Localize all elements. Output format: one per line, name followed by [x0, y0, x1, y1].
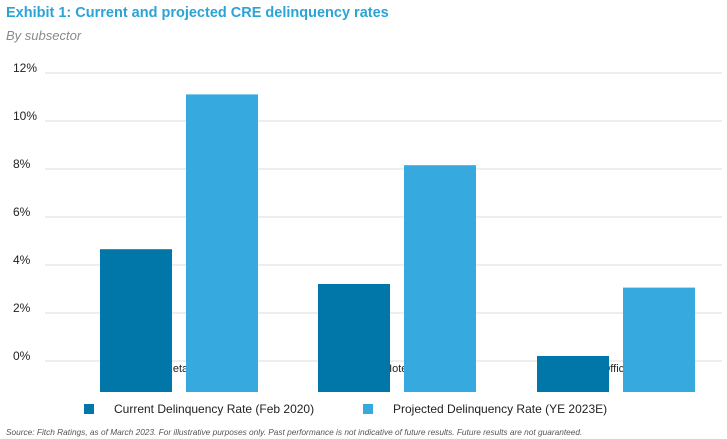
- chart-subtitle: By subsector: [6, 28, 82, 43]
- bar-hotel-projected: [404, 165, 476, 392]
- bar-chart: 12%10%8%6%4%2%0% Retail Hotel Office: [13, 61, 722, 393]
- y-tick-label: 12%: [13, 61, 37, 75]
- category-label: Hotel: [384, 363, 410, 375]
- legend-item-projected: Projected Delinquency Rate (YE 2023E): [363, 402, 607, 416]
- bar-hotel-current: [318, 284, 390, 392]
- legend-label-projected: Projected Delinquency Rate (YE 2023E): [393, 402, 608, 416]
- y-tick-label: 2%: [13, 301, 31, 315]
- bar-retail-projected: [186, 94, 258, 393]
- bar-office-projected: [623, 287, 695, 392]
- y-tick-label: 4%: [13, 253, 31, 267]
- y-axis-tick-labels: 12% 10% 8% 6% 4% 2% 0%: [13, 61, 37, 363]
- bars: [100, 94, 695, 393]
- bar-office-current: [537, 356, 609, 392]
- legend-label-current: Current Delinquency Rate (Feb 2020): [114, 402, 315, 416]
- legend-item-current: Current Delinquency Rate (Feb 2020): [84, 402, 314, 416]
- legend-swatch-projected: [363, 404, 373, 414]
- legend-swatch-current: [84, 404, 94, 414]
- y-tick-label: 6%: [13, 205, 31, 219]
- y-tick-label: 8%: [13, 157, 31, 171]
- y-tick-label: 0%: [13, 349, 31, 363]
- legend: Current Delinquency Rate (Feb 2020) Proj…: [0, 402, 727, 420]
- y-tick-label: 10%: [13, 109, 37, 123]
- bar-retail-current: [100, 249, 172, 392]
- chart-title: Exhibit 1: Current and projected CRE del…: [6, 5, 389, 21]
- source-note: Source: Fitch Ratings, as of March 2023.…: [6, 427, 583, 437]
